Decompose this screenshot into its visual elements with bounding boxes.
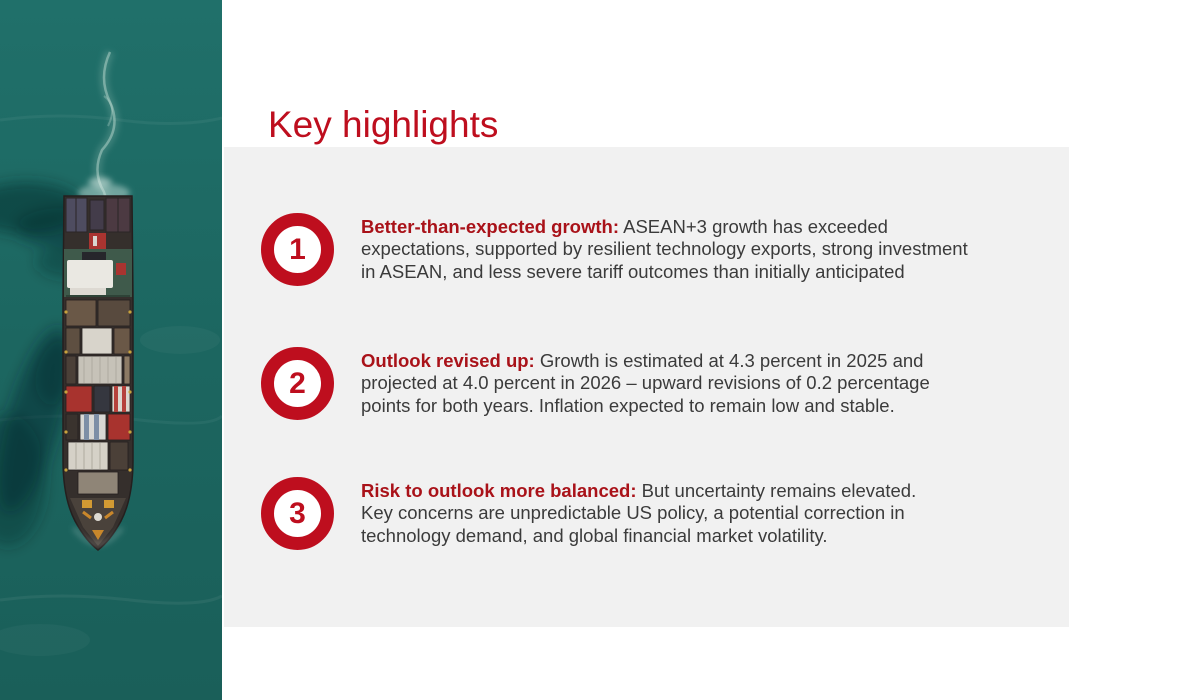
number-badge-2: 2 (261, 347, 334, 420)
highlights-panel: 1 Better-than-expected growth: ASEAN+3 g… (224, 147, 1069, 627)
highlight-item-1: 1 Better-than-expected growth: ASEAN+3 g… (224, 213, 1069, 286)
highlight-body-2: Growth is estimated at 4.3 percent in 20… (361, 349, 930, 416)
highlight-body-3: But uncertainty remains elevated. Key co… (361, 479, 917, 546)
highlight-item-3: 3 Risk to outlook more balanced: But unc… (224, 477, 1069, 550)
highlight-text-2: Outlook revised up: Growth is estimated … (361, 350, 1061, 417)
ship-photo-art (0, 0, 222, 700)
badge-number: 1 (289, 232, 306, 266)
ship-photo (0, 0, 222, 700)
highlight-text-3: Risk to outlook more balanced: But uncer… (361, 480, 1061, 547)
highlight-lead-3: Risk to outlook more balanced: (361, 479, 637, 501)
highlight-body-1: ASEAN+3 growth has exceeded expectations… (361, 215, 968, 282)
badge-number: 2 (289, 366, 306, 400)
number-badge-3: 3 (261, 477, 334, 550)
badge-number: 3 (289, 496, 306, 530)
page-title: Key highlights (268, 103, 499, 145)
highlight-lead-1: Better-than-expected growth: (361, 215, 619, 237)
highlight-lead-2: Outlook revised up: (361, 349, 535, 371)
number-badge-1: 1 (261, 213, 334, 286)
highlight-text-1: Better-than-expected growth: ASEAN+3 gro… (361, 216, 1061, 283)
highlight-item-2: 2 Outlook revised up: Growth is estimate… (224, 347, 1069, 420)
